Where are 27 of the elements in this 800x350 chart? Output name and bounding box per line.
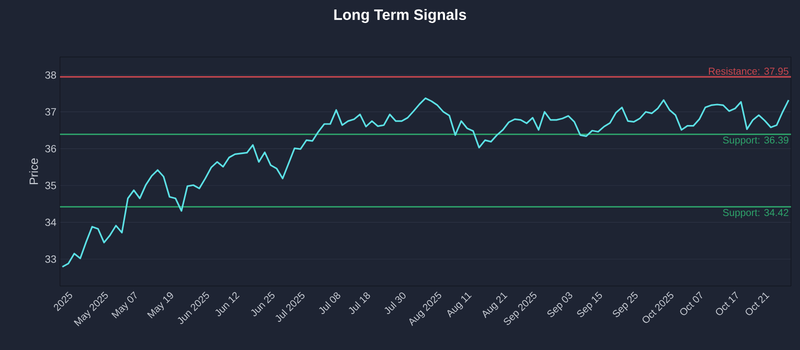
x-tick-label: Oct 17 <box>716 291 738 316</box>
y-tick-label: 33 <box>45 255 56 263</box>
chart-title: Long Term Signals <box>334 9 466 23</box>
y-tick-label: 36 <box>45 144 56 152</box>
line-series <box>62 97 790 268</box>
x-tick-label: May 19 <box>147 292 174 318</box>
y-tick-label: 35 <box>45 182 56 190</box>
x-tick-label: May 07 <box>111 291 137 318</box>
x-tick-label: Aug 11 <box>447 292 472 318</box>
x-tick-label: Jul 08 <box>319 292 340 314</box>
x-tick-label: Jul 18 <box>348 292 370 314</box>
ref-line-label: Support: 36.39 <box>722 136 788 146</box>
ref-line-label: Support: 34.42 <box>722 209 788 218</box>
x-tick-label: Oct 21 <box>746 292 770 316</box>
ref-line-label: Resistance: 37.95 <box>708 67 788 75</box>
y-tick-label: 38 <box>45 71 56 79</box>
x-tick-label: Sep 25 <box>612 292 638 318</box>
x-tick-label: Sep 03 <box>547 292 572 318</box>
y-tick-label: 34 <box>45 218 56 226</box>
x-tick-label: Jun 12 <box>215 292 240 316</box>
y-axis-title: Price <box>29 158 38 184</box>
x-tick-label: Sep 15 <box>577 292 602 318</box>
x-tick-label: Oct 07 <box>680 291 702 316</box>
y-tick-label: 37 <box>45 108 56 116</box>
x-tick-label: Jun 25 <box>251 292 275 316</box>
x-tick-label: Jul 30 <box>384 292 406 314</box>
x-tick-label: Aug 21 <box>482 292 508 318</box>
